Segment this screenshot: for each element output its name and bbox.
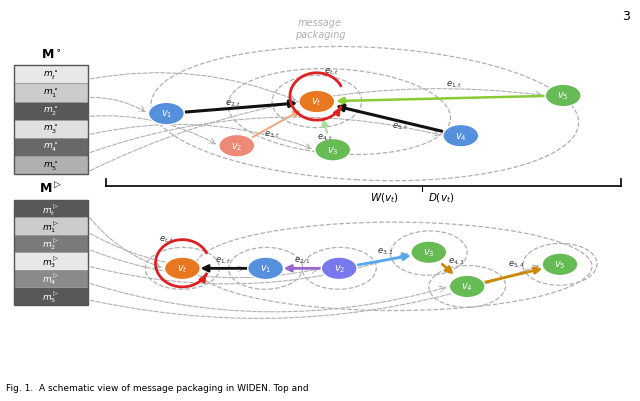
Text: $v_t$: $v_t$ [312,96,322,108]
Text: $v_5$: $v_5$ [554,259,566,271]
Circle shape [164,257,200,280]
Text: $W(v_t)$: $W(v_t)$ [370,190,398,204]
Text: $v_1$: $v_1$ [260,263,271,275]
Text: $\mathbf{M}^\triangleright$: $\mathbf{M}^\triangleright$ [40,180,62,196]
Text: $v_4$: $v_4$ [461,281,473,293]
Text: $v_5$: $v_5$ [557,90,569,102]
Text: $e_{5,t}$: $e_{5,t}$ [392,121,408,132]
Text: $m_3^\triangleright$: $m_3^\triangleright$ [42,253,60,269]
Text: $e_{t,t}$: $e_{t,t}$ [159,234,174,245]
Bar [14,270,88,288]
Text: $e_{2,t}$: $e_{2,t}$ [225,98,242,109]
Text: $e_{2,1}$: $e_{2,1}$ [294,255,311,265]
Text: message
packaging: message packaging [294,18,346,40]
Text: $e_{5,4}$: $e_{5,4}$ [508,259,526,270]
Text: $D(v_t)$: $D(v_t)$ [428,190,455,204]
Text: $m_1^\triangleright$: $m_1^\triangleright$ [42,219,60,234]
Bar [14,200,88,218]
Text: $v_4$: $v_4$ [455,130,467,142]
Bar [14,66,88,174]
Text: $v_t$: $v_t$ [177,263,188,275]
Text: $m_t^\triangleright$: $m_t^\triangleright$ [42,201,60,217]
Circle shape [219,135,255,158]
Circle shape [411,241,447,264]
Circle shape [248,257,284,280]
Bar [14,66,88,84]
Bar [14,102,88,120]
Bar [14,288,88,305]
Text: $m_4^\triangleright$: $m_4^\triangleright$ [42,271,60,286]
Text: $m_2^\circ$: $m_2^\circ$ [43,105,59,118]
Bar [14,200,88,305]
Text: $e_{4,3}$: $e_{4,3}$ [448,256,465,267]
Bar [14,138,88,156]
Text: $m_4^\circ$: $m_4^\circ$ [43,141,59,154]
Text: $m_t^\circ$: $m_t^\circ$ [43,69,59,82]
Text: $e_{4,t}$: $e_{4,t}$ [317,132,333,142]
Text: $e_{3,t}$: $e_{3,t}$ [264,129,280,140]
Circle shape [299,91,335,113]
Bar [14,235,88,253]
Text: $e_{1,t}$: $e_{1,t}$ [214,255,231,265]
Circle shape [449,275,485,298]
Text: $v_2$: $v_2$ [333,263,345,275]
Bar [14,218,88,235]
Circle shape [148,103,184,126]
Circle shape [443,125,479,148]
Circle shape [321,257,357,280]
Circle shape [315,139,351,162]
Text: $e_{t,t}$: $e_{t,t}$ [324,67,339,77]
Circle shape [542,253,578,276]
Text: $\mathbf{M}^\circ$: $\mathbf{M}^\circ$ [41,48,61,61]
Text: $e_{1,t}$: $e_{1,t}$ [446,79,463,89]
Bar [14,84,88,102]
Text: $m_3^\circ$: $m_3^\circ$ [43,123,59,136]
Text: $v_1$: $v_1$ [161,108,172,120]
Text: $v_2$: $v_2$ [231,140,243,152]
Text: $m_2^\triangleright$: $m_2^\triangleright$ [42,236,60,252]
Bar [14,120,88,138]
Text: $v_3$: $v_3$ [423,247,435,259]
Text: $m_5^\triangleright$: $m_5^\triangleright$ [42,288,60,304]
Bar [14,253,88,270]
Text: Fig. 1.  A schematic view of message packaging in WIDEN. Top and: Fig. 1. A schematic view of message pack… [6,383,309,392]
Text: $v_3$: $v_3$ [327,144,339,156]
Circle shape [545,85,581,107]
Text: $m_5^\circ$: $m_5^\circ$ [43,159,59,172]
Text: $e_{3,2}$: $e_{3,2}$ [378,246,394,257]
Text: $m_1^\circ$: $m_1^\circ$ [43,87,59,100]
Bar [14,156,88,174]
Text: 3: 3 [623,10,630,23]
